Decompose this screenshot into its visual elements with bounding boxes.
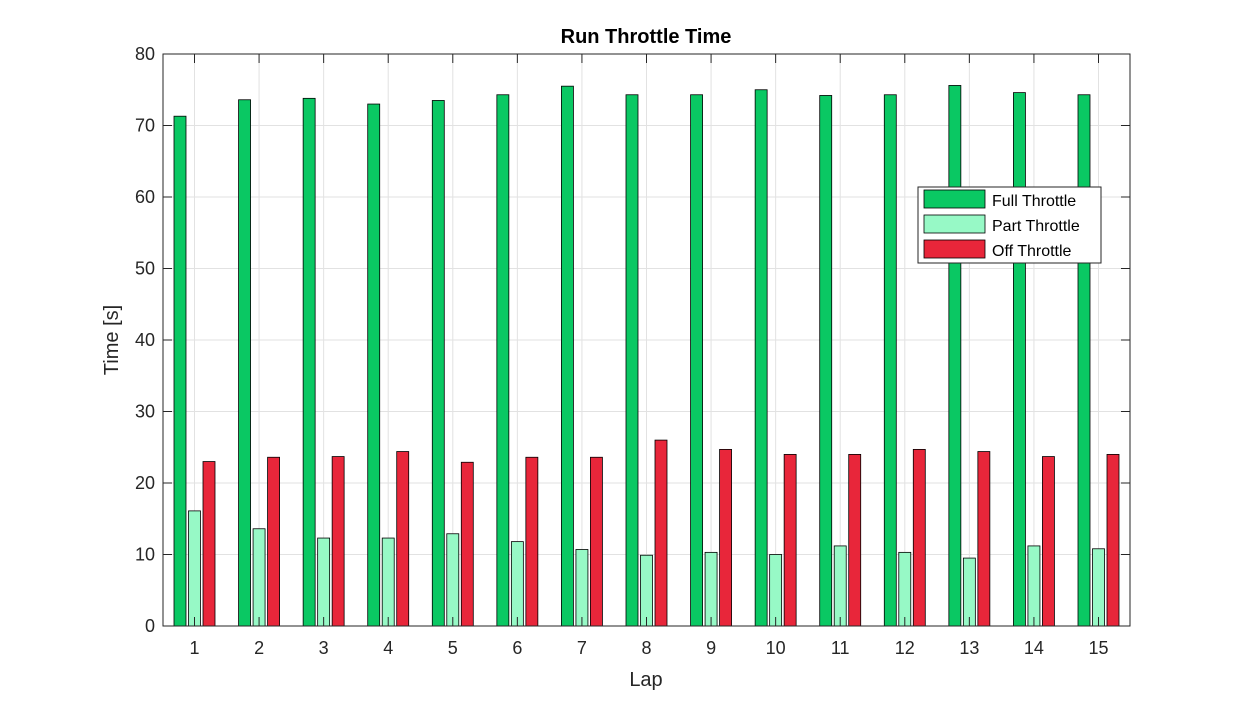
chart-title: Run Throttle Time bbox=[561, 26, 732, 48]
bar-part-throttle-lap-11 bbox=[833, 545, 847, 627]
bar-off-throttle-lap-8 bbox=[654, 439, 668, 627]
bar-full-throttle-lap-12 bbox=[883, 94, 897, 627]
bar-off-throttle-lap-6 bbox=[525, 456, 539, 627]
bar-off-throttle-lap-12 bbox=[912, 448, 926, 627]
bar-full-throttle-lap-4 bbox=[367, 103, 381, 627]
bar-full-throttle-lap-5 bbox=[431, 100, 445, 627]
x-tick-label: 12 bbox=[895, 638, 915, 658]
x-tick-label: 9 bbox=[706, 638, 716, 658]
bar-part-throttle-lap-15 bbox=[1092, 548, 1105, 627]
legend: Full Throttle Part Throttle Off Throttle bbox=[917, 186, 1102, 264]
bar-off-throttle-lap-10 bbox=[783, 453, 797, 627]
x-tick-label: 10 bbox=[766, 638, 786, 658]
x-tick-label: 13 bbox=[959, 638, 979, 658]
x-axis-label: Lap bbox=[629, 669, 662, 691]
x-tick-label: 4 bbox=[383, 638, 393, 658]
x-tick-label: 14 bbox=[1024, 638, 1044, 658]
bar-full-throttle-lap-8 bbox=[625, 94, 639, 627]
bar-off-throttle-lap-13 bbox=[977, 451, 991, 627]
x-tick-label: 6 bbox=[512, 638, 522, 658]
bar-off-throttle-lap-3 bbox=[331, 456, 345, 627]
bar-full-throttle-lap-3 bbox=[302, 97, 316, 627]
grid bbox=[163, 54, 1130, 626]
x-tick-label: 1 bbox=[189, 638, 199, 658]
bar-off-throttle-lap-2 bbox=[267, 456, 280, 627]
bar-off-throttle-lap-7 bbox=[590, 456, 603, 627]
bar-off-throttle-lap-5 bbox=[460, 461, 474, 627]
bar-part-throttle-lap-12 bbox=[898, 551, 912, 627]
x-tick-label: 2 bbox=[254, 638, 264, 658]
y-tick-label: 10 bbox=[135, 545, 155, 565]
bar-full-throttle-lap-9 bbox=[690, 94, 703, 627]
bar-part-throttle-lap-10 bbox=[769, 554, 783, 627]
y-tick-label: 70 bbox=[135, 116, 155, 136]
y-tick-label: 0 bbox=[145, 616, 155, 636]
bar-off-throttle-lap-4 bbox=[396, 451, 410, 627]
bar-full-throttle-lap-15 bbox=[1077, 94, 1091, 627]
x-tick-label: 8 bbox=[641, 638, 651, 658]
x-tick-label: 15 bbox=[1088, 638, 1108, 658]
x-tick-label: 11 bbox=[831, 638, 850, 658]
bar-part-throttle-lap-9 bbox=[704, 551, 718, 627]
y-tick-label: 30 bbox=[135, 402, 155, 422]
bar-full-throttle-lap-1 bbox=[173, 115, 187, 627]
bar-off-throttle-lap-1 bbox=[202, 461, 216, 627]
bar-full-throttle-lap-2 bbox=[238, 99, 251, 627]
bar-full-throttle-lap-10 bbox=[754, 89, 768, 627]
bar-full-throttle-lap-13 bbox=[948, 85, 962, 627]
bar-part-throttle-lap-13 bbox=[962, 557, 976, 627]
bar-part-throttle-lap-4 bbox=[381, 537, 395, 627]
bar-part-throttle-lap-8 bbox=[640, 554, 653, 627]
bar-full-throttle-lap-11 bbox=[819, 95, 833, 627]
y-axis-label: Time [s] bbox=[101, 305, 123, 375]
x-tick-label: 7 bbox=[577, 638, 587, 658]
legend-label-off-throttle: Off Throttle bbox=[992, 243, 1072, 260]
x-tick-label: 5 bbox=[448, 638, 458, 658]
bar-full-throttle-lap-6 bbox=[496, 94, 510, 627]
legend-swatch-off-throttle bbox=[923, 239, 986, 259]
bar-part-throttle-lap-6 bbox=[510, 541, 524, 627]
bars bbox=[173, 85, 1120, 627]
y-tick-label: 60 bbox=[135, 187, 155, 207]
legend-swatch-full-throttle bbox=[923, 189, 986, 209]
bar-off-throttle-lap-15 bbox=[1106, 453, 1120, 627]
legend-label-part-throttle: Part Throttle bbox=[992, 218, 1080, 235]
x-tick-label: 3 bbox=[319, 638, 329, 658]
bar-part-throttle-lap-5 bbox=[446, 533, 460, 627]
y-tick-label: 40 bbox=[135, 330, 155, 350]
bar-off-throttle-lap-11 bbox=[848, 453, 862, 627]
legend-swatch-part-throttle bbox=[923, 214, 986, 234]
y-tick-label: 20 bbox=[135, 473, 155, 493]
bar-part-throttle-lap-3 bbox=[317, 537, 331, 627]
bar-off-throttle-lap-14 bbox=[1042, 456, 1055, 627]
y-tick-label: 80 bbox=[135, 44, 155, 64]
bar-part-throttle-lap-14 bbox=[1027, 545, 1041, 627]
bar-part-throttle-lap-7 bbox=[575, 549, 589, 627]
bar-off-throttle-lap-9 bbox=[719, 448, 732, 627]
bar-part-throttle-lap-2 bbox=[252, 528, 266, 627]
legend-label-full-throttle: Full Throttle bbox=[992, 193, 1076, 210]
bar-full-throttle-lap-7 bbox=[561, 85, 574, 627]
bar-full-throttle-lap-14 bbox=[1013, 92, 1026, 627]
bar-part-throttle-lap-1 bbox=[188, 510, 201, 627]
y-tick-label: 50 bbox=[135, 259, 155, 279]
